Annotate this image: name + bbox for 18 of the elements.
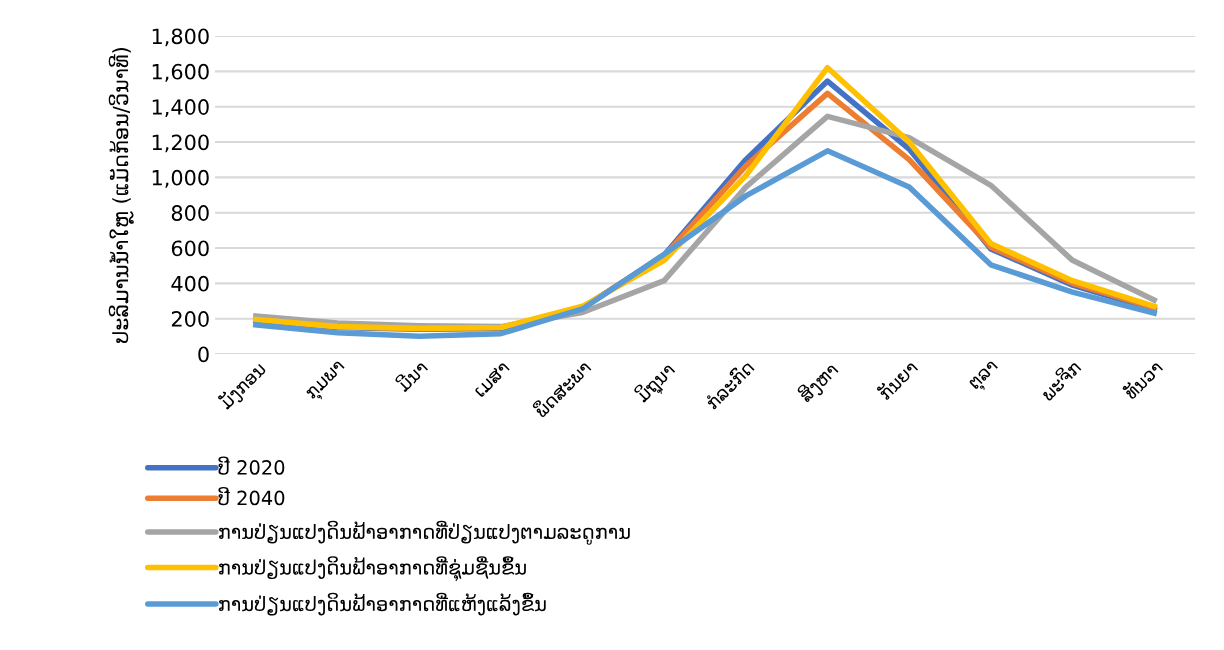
y-axis-title: ປະລິມານນ້ຳໃຫຼ (ແມັດກ້ອນ/ວິນາທີ) — [108, 48, 134, 344]
y-tick-label: 200 — [171, 311, 209, 327]
legend-label: ປີ 2020 — [218, 456, 285, 475]
y-tick-label: 0 — [198, 346, 209, 363]
legend-label: ການປ່ຽນແປງດິນຟ້າອາກາດທີ່ປ່ຽນແປງຕາມລະດູການ — [219, 520, 630, 545]
legend-label: ປີ 2040 — [218, 487, 285, 506]
legend-label: ການປ່ຽນແປງດິນຟ້າອາກາດທີ່ຊຸ່ມຊື່ນຂຶ້ນ — [219, 556, 526, 582]
y-tick-label: 800 — [171, 205, 209, 221]
y-tick-label: 1,200 — [152, 134, 209, 153]
y-tick-label: 600 — [171, 240, 209, 257]
y-tick-label: 1,000 — [152, 169, 209, 188]
y-tick-label: 400 — [171, 275, 209, 292]
x-tick-label: ຕຸລາ — [968, 360, 1003, 394]
y-tick-label: 1,400 — [152, 99, 209, 117]
y-tick-label: 1,600 — [152, 63, 209, 82]
legend-label: ການປ່ຽນແປງດິນຟ້າອາກາດທີ່ແຫ້ງແລ້ງຂຶ້ນ — [219, 592, 546, 616]
x-tick-label: ມີນາ — [393, 357, 429, 393]
y-tick-label: 1,800 — [152, 28, 209, 47]
